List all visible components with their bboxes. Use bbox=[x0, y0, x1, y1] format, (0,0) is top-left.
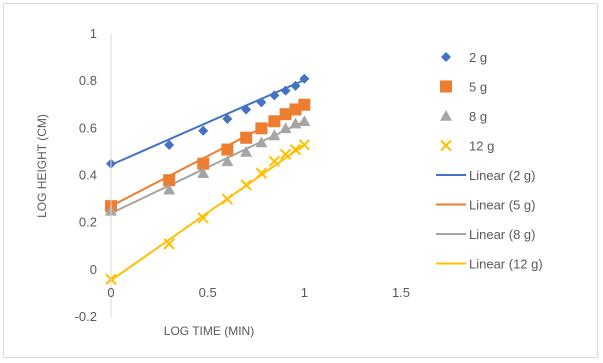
data-point bbox=[290, 80, 301, 91]
x-tick-label: 1.5 bbox=[392, 285, 410, 300]
x-tick-label: 0.5 bbox=[199, 285, 217, 300]
data-point bbox=[240, 145, 253, 157]
legend: 2 g 5 g 8 g 12 g Linear (2 g) Linear (5 g) Lin… bbox=[436, 50, 543, 272]
data-point bbox=[269, 90, 280, 101]
data-point bbox=[289, 143, 302, 156]
legend-label: 8 g bbox=[469, 109, 487, 124]
y-tick-label: -0.2 bbox=[75, 309, 97, 324]
data-point bbox=[163, 183, 176, 195]
data-point bbox=[289, 117, 302, 129]
chart-svg: 0 0.5 1 1.5 -0.2 0 0.2 0.4 0.6 0.8 1 LOG TIME (MI… bbox=[35, 26, 543, 338]
y-tick-label: 0 bbox=[90, 262, 97, 277]
data-point bbox=[299, 73, 310, 84]
data-point bbox=[198, 125, 209, 136]
legend-label: 2 g bbox=[469, 50, 487, 65]
data-point bbox=[268, 129, 281, 141]
markers-layer bbox=[105, 73, 311, 285]
data-point bbox=[255, 167, 268, 179]
data-point bbox=[221, 193, 234, 205]
y-axis-title: LOG HEIGHT (CM) bbox=[35, 114, 49, 218]
y-tick-label: 1 bbox=[90, 26, 97, 41]
data-point bbox=[221, 155, 234, 167]
data-point bbox=[255, 122, 268, 135]
y-tick-label: 0.4 bbox=[79, 168, 97, 183]
legend-label: 12 g bbox=[469, 139, 494, 154]
data-point bbox=[280, 85, 291, 96]
data-point bbox=[197, 157, 210, 170]
data-point bbox=[221, 143, 234, 156]
data-point bbox=[240, 179, 252, 191]
data-point bbox=[298, 98, 311, 111]
data-point bbox=[279, 148, 292, 160]
chart-frame: 0 0.5 1 1.5 -0.2 0 0.2 0.4 0.6 0.8 1 LOG TIME (MI… bbox=[3, 3, 598, 358]
legend-label: Linear (5 g) bbox=[469, 198, 535, 213]
legend-label: Linear (8 g) bbox=[469, 227, 535, 242]
legend-marker bbox=[441, 52, 451, 62]
x-ticks-layer: 0 0.5 1 1.5 bbox=[107, 285, 410, 300]
trendlines-layer bbox=[110, 79, 305, 282]
y-tick-label: 0.8 bbox=[79, 73, 97, 88]
data-point bbox=[298, 139, 311, 151]
legend-marker bbox=[440, 110, 452, 121]
data-point bbox=[164, 139, 175, 150]
data-point bbox=[268, 115, 281, 128]
data-point bbox=[163, 174, 176, 187]
data-point bbox=[197, 212, 209, 224]
y-tick-label: 0.6 bbox=[79, 120, 97, 135]
data-point bbox=[279, 108, 292, 121]
legend-label: 5 g bbox=[469, 80, 487, 95]
data-point bbox=[255, 136, 268, 148]
data-point bbox=[222, 113, 233, 124]
y-ticks-layer: -0.2 0 0.2 0.4 0.6 0.8 1 bbox=[75, 26, 97, 324]
y-tick-label: 0.2 bbox=[79, 215, 97, 230]
legend-label: Linear (2 g) bbox=[469, 168, 535, 183]
data-point bbox=[279, 122, 292, 134]
x-tick-label: 0 bbox=[107, 285, 114, 300]
data-point bbox=[241, 104, 252, 115]
x-tick-label: 1 bbox=[301, 285, 308, 300]
data-point bbox=[163, 238, 175, 250]
legend-marker bbox=[440, 80, 452, 93]
data-point bbox=[268, 155, 281, 168]
legend-marker bbox=[440, 139, 452, 152]
data-point bbox=[197, 167, 210, 178]
data-point bbox=[240, 131, 253, 144]
legend-label: Linear (12 g) bbox=[469, 257, 543, 272]
x-axis-title: LOG TIME (MIN) bbox=[164, 324, 254, 338]
data-point bbox=[298, 115, 311, 127]
data-point bbox=[256, 97, 267, 108]
